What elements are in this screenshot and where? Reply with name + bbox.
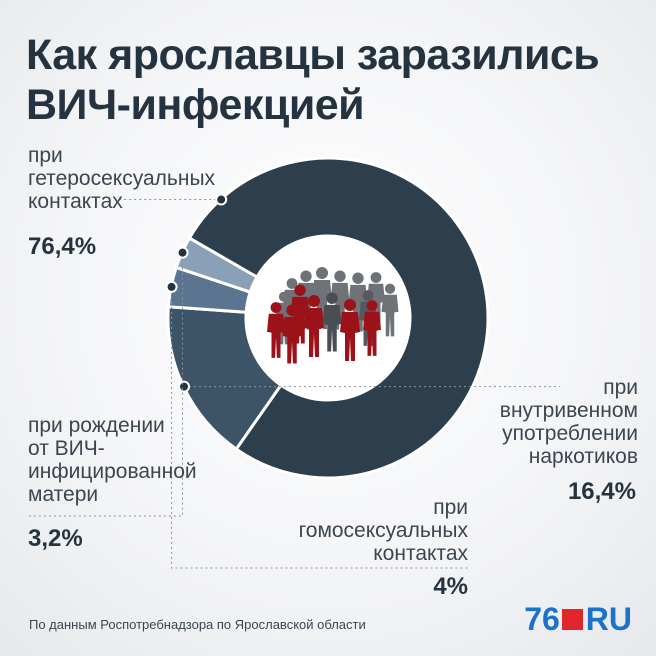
leader-birth — [28, 252, 184, 517]
label-heterosexual-line-1: при — [28, 144, 63, 167]
source-note: По данным Роспотребнадзора по Ярославско… — [29, 617, 366, 632]
logo-suffix: RU — [585, 601, 632, 637]
title-line-1: Как ярославцы заразились — [26, 31, 600, 79]
title-line-2: ВИЧ-инфекцией — [26, 81, 365, 129]
leader-homosexual — [171, 286, 468, 569]
leader-intravenous-dot — [178, 380, 191, 393]
leader-homosexual-dot — [165, 280, 178, 293]
value-label-birth: 3,2% — [28, 525, 83, 552]
label-birth: при рождении от ВИЧ- инфицированной мате… — [28, 414, 197, 506]
label-intravenous-line-1: при — [603, 376, 638, 399]
logo-number: 76 — [524, 601, 560, 637]
label-birth-line-3: инфицированной — [28, 460, 197, 483]
label-heterosexual-line-2: гетеросексуальных — [28, 167, 216, 190]
label-heterosexual: при гетеросексуальных контактах — [28, 144, 215, 213]
leader-birth-dot — [176, 246, 189, 259]
label-intravenous-line-2: внутривенном — [499, 399, 638, 422]
label-homosexual-line-3: контактах — [373, 542, 468, 565]
value-label-heterosexual: 76,4% — [28, 233, 97, 260]
leader-heterosexual-dot — [215, 193, 228, 206]
label-homosexual-line-1: при — [433, 496, 468, 519]
label-heterosexual-line-3: контактах — [28, 190, 123, 213]
slice-heterosexual — [187, 156, 490, 480]
label-intravenous-line-4: наркотиков — [528, 445, 638, 468]
value-label-homosexual: 4% — [433, 573, 468, 600]
value-label-intravenous: 16,4% — [567, 478, 636, 505]
label-birth-line-2: от ВИЧ- — [28, 437, 105, 460]
label-birth-line-1: при рождении — [28, 414, 165, 437]
page-title: Как ярославцы заразились ВИЧ-инфекцией — [26, 30, 646, 130]
label-homosexual-line-2: гомосексуальных — [298, 519, 468, 542]
people-silhouettes-icon — [267, 267, 399, 364]
label-birth-line-4: матери — [28, 483, 99, 506]
label-homosexual: при гомосексуальных контактах — [299, 496, 468, 565]
logo[interactable]: 76 RU — [524, 601, 632, 638]
logo-red-square-icon — [561, 609, 583, 630]
label-intravenous: при внутривенном употреблении наркотиков — [500, 376, 638, 468]
label-intravenous-line-3: употреблении — [502, 422, 638, 445]
